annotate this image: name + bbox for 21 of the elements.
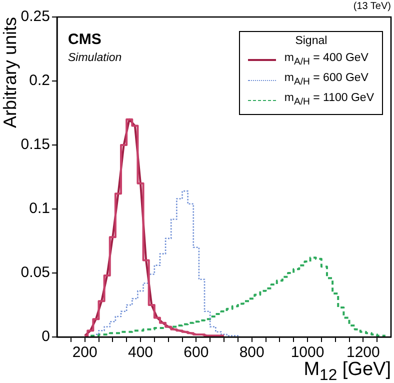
y-tick-label: 0 [42, 328, 50, 346]
x-tick-label: 800 [239, 344, 264, 362]
legend-title: Signal [294, 35, 328, 47]
legend-label: m$_{A/H}$ = 1100 GeV [284, 92, 374, 108]
x-tick-label: 400 [128, 344, 154, 362]
annotation: Simulation [68, 52, 122, 64]
y-tick-label: 0.2 [29, 72, 50, 90]
legend-label: m$_{A/H}$ = 600 GeV [284, 72, 368, 88]
y-tick-label: 0.25 [20, 8, 50, 26]
y-axis-title: Arbitrary units [0, 16, 20, 128]
y-tick-label: 0.05 [20, 264, 50, 282]
y-tick-label: 0.15 [20, 136, 50, 154]
x-tick-label: 200 [72, 344, 98, 362]
x-tick-label: 1200 [346, 344, 380, 362]
text: (13 TeV) [353, 1, 391, 12]
y-tick-label: 0.1 [29, 200, 50, 218]
legend-label: m$_{A/H}$ = 400 GeV [284, 52, 368, 68]
x-tick-label: 600 [184, 344, 209, 362]
annotation: CMS [68, 31, 102, 48]
x-axis-title: M$_{12}$ [GeV] [304, 359, 391, 383]
x-tick-label: 1000 [290, 344, 324, 362]
